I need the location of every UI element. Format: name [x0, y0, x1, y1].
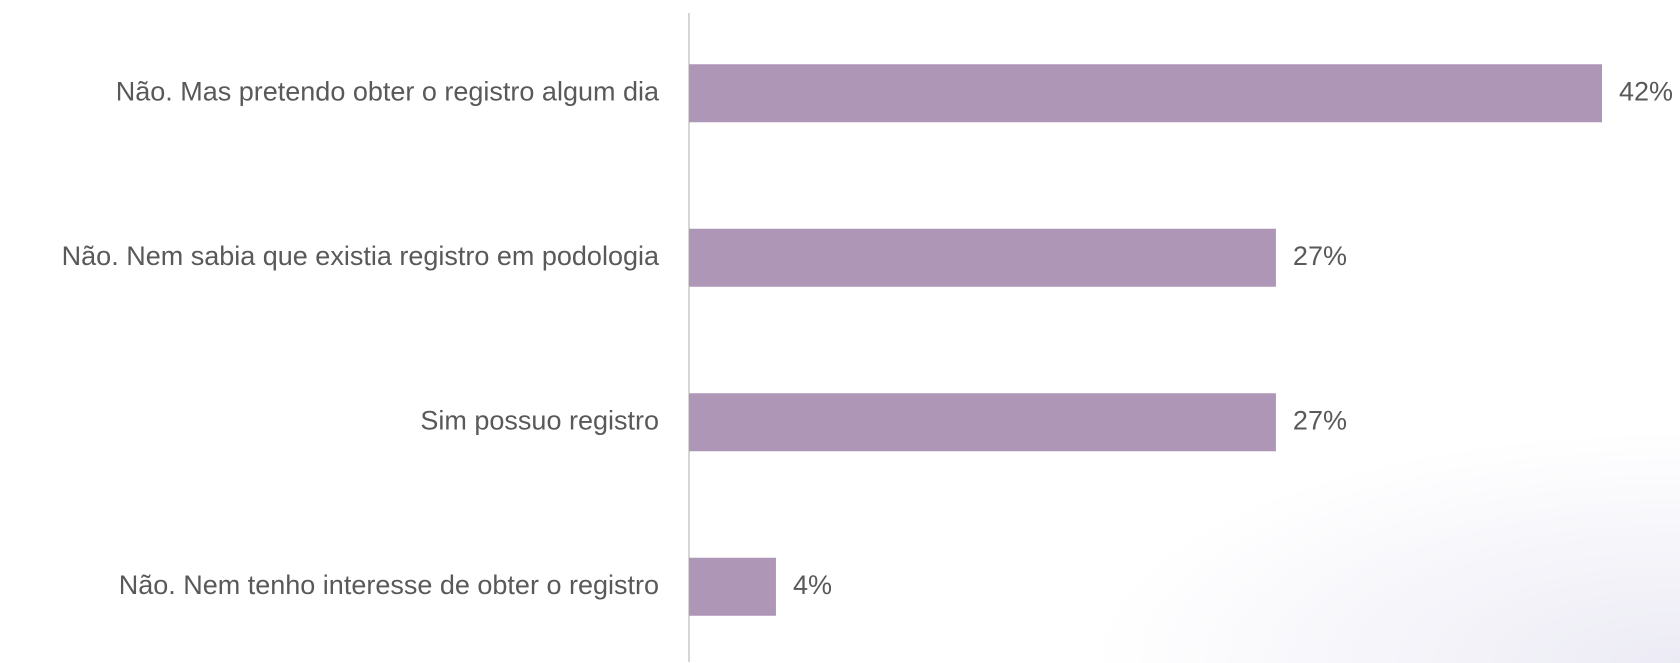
data-label: 27% [1293, 241, 1347, 271]
category-label: Não. Mas pretendo obter o registro algum… [116, 76, 660, 106]
data-label: 4% [793, 570, 832, 600]
category-label: Não. Nem sabia que existia registro em p… [62, 241, 660, 271]
data-label: 27% [1293, 405, 1347, 435]
data-label: 42% [1619, 76, 1673, 106]
bar [689, 557, 776, 616]
bar [689, 393, 1276, 452]
category-label: Sim possuo registro [420, 405, 659, 435]
bar [689, 64, 1602, 123]
category-label: Não. Nem tenho interesse de obter o regi… [119, 570, 659, 600]
bar [689, 228, 1276, 287]
